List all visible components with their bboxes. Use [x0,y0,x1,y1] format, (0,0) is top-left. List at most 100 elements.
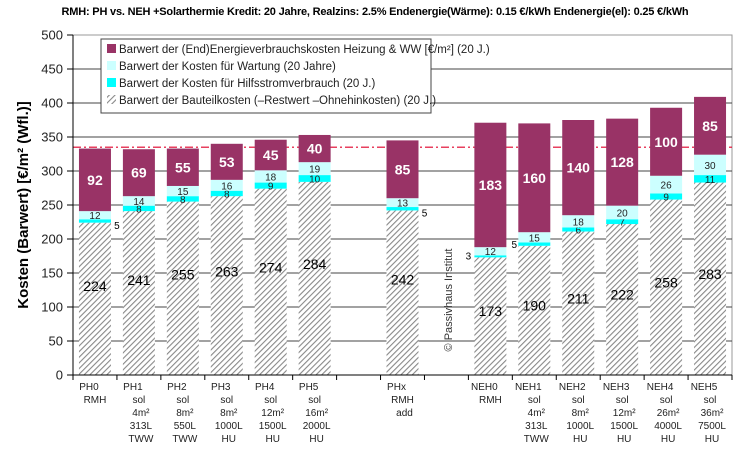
bar-segment-hilfsstrom [166,196,199,202]
category-label: sol [133,395,146,406]
bar-segment-energie [606,118,639,206]
category-label: 550L [174,421,197,432]
data-label: 19 [309,165,321,176]
bar-segment-wartung [78,211,111,220]
category-label: HU [573,434,587,445]
bar-segment-wartung [298,162,331,176]
category-label: PH2 [167,382,187,393]
data-label: 160 [523,170,547,186]
data-label: 12 [485,247,497,258]
data-label: 128 [610,154,634,170]
data-label: 40 [307,141,323,157]
category-label: sol [572,395,585,406]
data-label: 26 [661,181,673,192]
bar-segment-hilfsstrom [562,227,595,232]
data-label: 284 [303,256,327,272]
category-label: TWW [524,434,550,445]
category-label: sol [308,395,321,406]
category-label: 4m² [132,408,150,419]
category-label: HU [617,434,631,445]
data-label: 9 [663,193,669,204]
legend-entry: Barwert der Kosten für Wartung (20 Jahre… [119,61,336,73]
bar-segment-wartung [562,215,595,228]
y-tick-label: 150 [41,266,63,281]
bar-segment-wartung [518,232,551,243]
bar-segment-energie [78,148,111,212]
category-label: PH4 [255,382,275,393]
axes: 0 50 100 150 200 250 300 350 400 450 500 [41,28,733,383]
bar-segment-wartung [474,247,507,256]
data-label: 5 [422,209,428,220]
y-tick-label: 50 [49,334,63,349]
bar-segment-bauteil [254,188,287,375]
data-label: 224 [83,278,107,294]
data-label: 85 [702,118,718,134]
legend-entry: Barwert der Kosten für Hilfsstromverbrau… [119,78,375,90]
category-label: 12m² [613,408,636,419]
y-tick-label: 350 [41,130,63,145]
bar-segment-wartung [606,205,639,220]
data-label: 283 [698,266,722,282]
data-label: 15 [529,233,541,244]
data-label: 255 [171,267,195,283]
data-label: 241 [127,272,151,288]
category-label: NEH2 [559,382,586,393]
data-label: 85 [395,161,411,177]
data-label: 45 [263,147,279,163]
category-label: NEH0 [471,382,498,393]
category-label: 1500L [259,421,287,432]
data-label: 242 [391,271,415,287]
category-label: HU [265,434,279,445]
category-label: 4000L [654,421,682,432]
category-label: 36m² [701,408,724,419]
bar-segment-bauteil [562,231,595,375]
category-label: RMH [479,395,502,406]
category-label: RMH [84,395,107,406]
category-label: 8m² [220,408,238,419]
bar-segment-wartung [650,175,683,194]
category-label: sol [528,395,541,406]
legend-entry: Barwert der (End)Energieverbrauchskosten… [119,44,490,56]
legend-swatch [107,95,116,104]
category-label: 1500L [610,421,638,432]
bar-segment-hilfsstrom [386,207,419,211]
data-label: 18 [265,172,277,183]
category-label: 4m² [528,408,546,419]
bar-segment-hilfsstrom [518,242,551,246]
category-label: 8m² [176,408,194,419]
category-label: PH1 [123,382,143,393]
data-label: 10 [309,174,321,185]
y-tick-label: 400 [41,96,63,111]
category-label: NEH5 [691,382,718,393]
category-label: 1000L [215,421,243,432]
bar-segment-energie [518,123,551,233]
bar-segment-bauteil [386,210,419,375]
bar-segment-energie [254,139,287,171]
category-label: PH5 [299,382,319,393]
bar-segment-wartung [210,179,243,191]
y-tick-label: 100 [41,300,63,315]
data-label: 8 [224,189,230,200]
bar-segment-hilfsstrom [298,175,331,182]
data-label: 30 [704,161,716,172]
y-axis-label: Kosten (Barwert) [€/m² (Wfl.)] [15,101,32,309]
data-label: 190 [523,297,547,313]
bar-segment-energie [298,134,331,163]
data-label: 15 [177,187,189,198]
category-label: sol [220,395,233,406]
data-label: 92 [87,172,103,188]
data-label: 274 [259,260,283,276]
y-tick-label: 450 [41,62,63,77]
y-tick-label: 200 [41,232,63,247]
bar-segment-bauteil [474,257,507,375]
bar-segment-bauteil [298,181,331,375]
legend-swatch [107,44,116,53]
y-tick-label: 0 [56,368,63,383]
legend-swatch [107,61,116,70]
legend-entry: Barwert der Bauteilkosten (–Restwert –Oh… [119,95,436,107]
category-label: HU [222,434,236,445]
data-label: 20 [617,208,629,219]
data-label: 140 [567,160,591,176]
data-label: 100 [654,134,678,150]
